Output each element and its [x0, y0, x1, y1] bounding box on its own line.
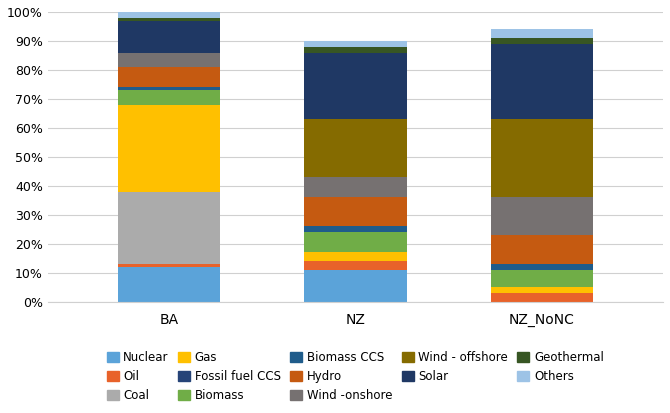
Bar	[118, 21, 220, 52]
Bar	[304, 232, 407, 252]
Bar	[118, 267, 220, 301]
Bar	[490, 235, 593, 264]
Bar	[304, 261, 407, 270]
Bar	[304, 177, 407, 197]
Bar	[118, 192, 220, 264]
Bar	[304, 41, 407, 47]
Bar	[118, 104, 220, 192]
Bar	[490, 264, 593, 270]
Bar	[490, 29, 593, 38]
Bar	[490, 38, 593, 44]
Bar	[490, 287, 593, 293]
Bar	[118, 90, 220, 104]
Bar	[304, 52, 407, 119]
Legend: Nuclear, Oil, Coal, Gas, Fossil fuel CCS, Biomass, Biomass CCS, Hydro, Wind -ons: Nuclear, Oil, Coal, Gas, Fossil fuel CCS…	[107, 351, 604, 402]
Bar	[490, 44, 593, 119]
Bar	[490, 293, 593, 301]
Bar	[490, 270, 593, 287]
Bar	[304, 252, 407, 261]
Bar	[304, 47, 407, 52]
Bar	[118, 67, 220, 87]
Bar	[304, 197, 407, 226]
Bar	[118, 18, 220, 21]
Bar	[118, 264, 220, 267]
Bar	[304, 226, 407, 232]
Bar	[118, 52, 220, 67]
Bar	[304, 119, 407, 177]
Bar	[304, 270, 407, 301]
Bar	[490, 119, 593, 197]
Bar	[490, 197, 593, 235]
Bar	[118, 87, 220, 90]
Bar	[118, 12, 220, 18]
